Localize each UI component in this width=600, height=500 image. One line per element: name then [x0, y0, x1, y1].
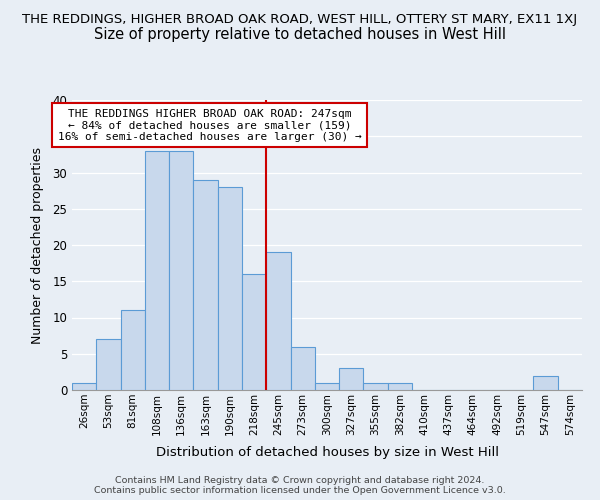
Text: THE REDDINGS HIGHER BROAD OAK ROAD: 247sqm
← 84% of detached houses are smaller : THE REDDINGS HIGHER BROAD OAK ROAD: 247s…: [58, 108, 362, 142]
Bar: [388, 383, 412, 390]
Bar: [266, 252, 290, 390]
Bar: [242, 274, 266, 390]
Bar: [72, 383, 96, 390]
Bar: [533, 376, 558, 390]
Bar: [169, 151, 193, 390]
X-axis label: Distribution of detached houses by size in West Hill: Distribution of detached houses by size …: [155, 446, 499, 459]
Bar: [218, 187, 242, 390]
Text: THE REDDINGS, HIGHER BROAD OAK ROAD, WEST HILL, OTTERY ST MARY, EX11 1XJ: THE REDDINGS, HIGHER BROAD OAK ROAD, WES…: [22, 12, 578, 26]
Y-axis label: Number of detached properties: Number of detached properties: [31, 146, 44, 344]
Bar: [145, 151, 169, 390]
Text: Contains HM Land Registry data © Crown copyright and database right 2024.: Contains HM Land Registry data © Crown c…: [115, 476, 485, 485]
Bar: [339, 368, 364, 390]
Text: Contains public sector information licensed under the Open Government Licence v3: Contains public sector information licen…: [94, 486, 506, 495]
Bar: [193, 180, 218, 390]
Bar: [96, 339, 121, 390]
Bar: [315, 383, 339, 390]
Bar: [364, 383, 388, 390]
Bar: [290, 346, 315, 390]
Bar: [121, 310, 145, 390]
Text: Size of property relative to detached houses in West Hill: Size of property relative to detached ho…: [94, 28, 506, 42]
